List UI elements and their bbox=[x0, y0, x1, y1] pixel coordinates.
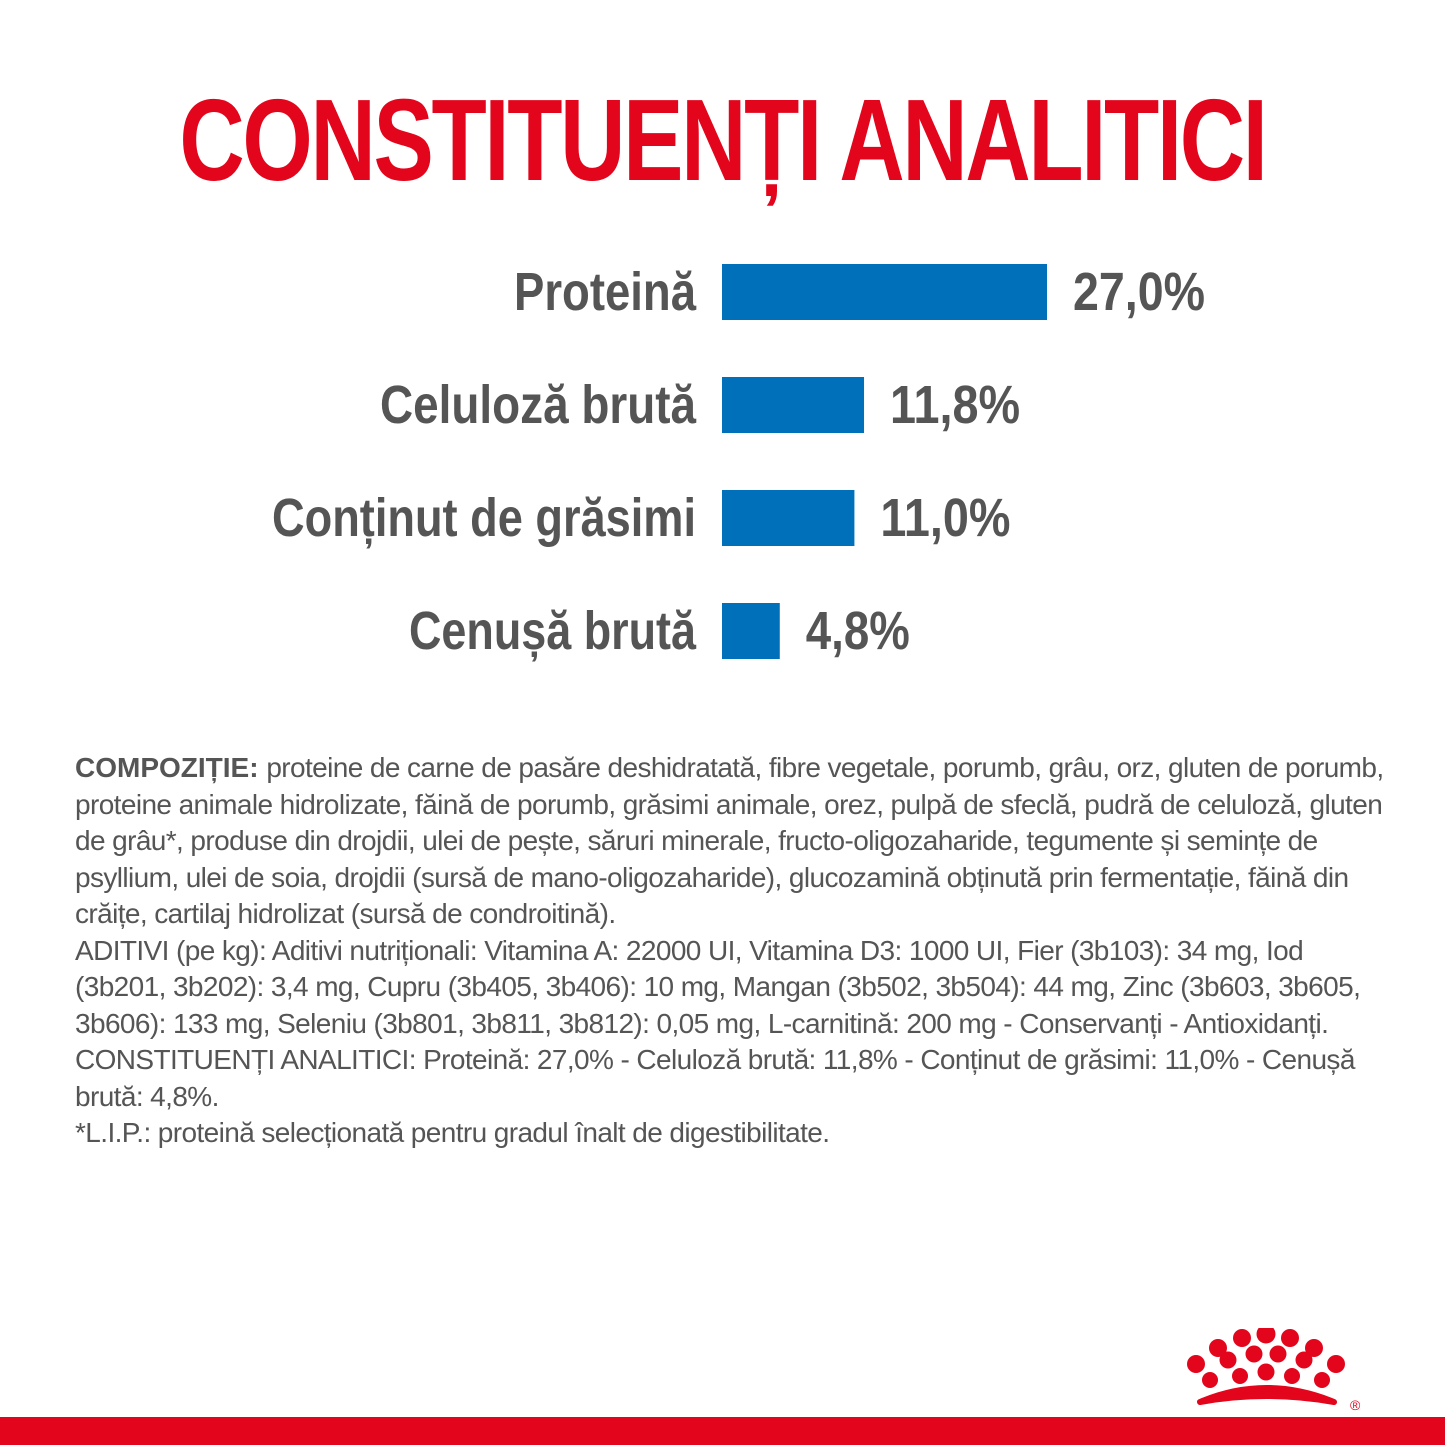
crown-dot bbox=[1245, 1345, 1263, 1363]
crown-dot bbox=[1219, 1351, 1237, 1369]
bar bbox=[722, 490, 855, 546]
value-label: 4,8% bbox=[806, 601, 910, 661]
crown-dot bbox=[1187, 1355, 1205, 1373]
value-label: 27,0% bbox=[1073, 262, 1205, 322]
category-label: Cenușă brută bbox=[409, 601, 697, 662]
crown-dot bbox=[1233, 1329, 1251, 1347]
value-label: 11,0% bbox=[880, 488, 1010, 548]
crown-dot bbox=[1284, 1368, 1300, 1384]
bar bbox=[722, 264, 1047, 320]
composition-footnote: *L.I.P.: proteină selecționată pentru gr… bbox=[75, 1117, 830, 1148]
crown-dot bbox=[1295, 1351, 1313, 1369]
brand-crown-logo: ® bbox=[1187, 1328, 1361, 1413]
crown-dot bbox=[1256, 1328, 1276, 1344]
registered-mark: ® bbox=[1350, 1397, 1361, 1413]
bar bbox=[722, 603, 780, 659]
value-label: 11,8% bbox=[890, 375, 1020, 435]
composition-analytical: CONSTITUENȚI ANALITICI: Proteină: 27,0% … bbox=[75, 1044, 1355, 1112]
crown-dot bbox=[1305, 1339, 1323, 1357]
crown-dot bbox=[1281, 1329, 1299, 1347]
crown-dot bbox=[1232, 1368, 1248, 1384]
crown-dot bbox=[1202, 1372, 1218, 1388]
composition-additives: ADITIVI (pe kg): Aditivi nutriționali: V… bbox=[75, 934, 1361, 1039]
crown-dot bbox=[1314, 1372, 1330, 1388]
crown-dot bbox=[1209, 1339, 1227, 1357]
crown-dot bbox=[1269, 1345, 1287, 1363]
composition-ingredients: proteine de carne de pasăre deshidratată… bbox=[75, 752, 1384, 929]
bar bbox=[722, 377, 865, 433]
crown-band bbox=[1197, 1385, 1337, 1405]
footer-bar bbox=[0, 1417, 1445, 1445]
analytical-bar-chart: Proteină 27,0% Celuloză brută 11,8% Conținut… bbox=[272, 262, 1205, 662]
category-label: Celuloză brută bbox=[380, 375, 697, 435]
crown-dot bbox=[1257, 1363, 1275, 1381]
crown-dot bbox=[1327, 1355, 1345, 1373]
page-title: CONSTITUENȚI ANALITICI bbox=[179, 75, 1267, 205]
composition-heading: COMPOZIȚIE: bbox=[75, 752, 259, 783]
category-label: Conținut de grăsimi bbox=[272, 488, 696, 549]
composition-text: COMPOZIȚIE: proteine de carne de pasăre … bbox=[75, 750, 1385, 1152]
category-label: Proteină bbox=[514, 262, 697, 322]
